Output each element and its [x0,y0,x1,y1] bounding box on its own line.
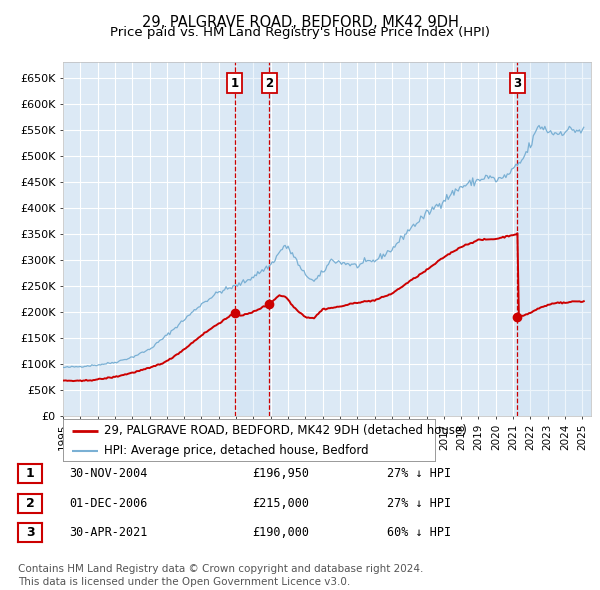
Bar [517,62,591,416]
Text: 1: 1 [26,467,34,480]
Text: 30-NOV-2004: 30-NOV-2004 [69,467,148,480]
Text: Price paid vs. HM Land Registry's House Price Index (HPI): Price paid vs. HM Land Registry's House … [110,26,490,39]
Text: £215,000: £215,000 [252,497,309,510]
Text: 3: 3 [26,526,34,539]
Text: £190,000: £190,000 [252,526,309,539]
Text: 60% ↓ HPI: 60% ↓ HPI [387,526,451,539]
Text: 2: 2 [26,497,34,510]
Text: 27% ↓ HPI: 27% ↓ HPI [387,467,451,480]
Text: Contains HM Land Registry data © Crown copyright and database right 2024.
This d: Contains HM Land Registry data © Crown c… [18,564,424,587]
Text: HPI: Average price, detached house, Bedford: HPI: Average price, detached house, Bedf… [104,444,368,457]
Text: 27% ↓ HPI: 27% ↓ HPI [387,497,451,510]
Text: 2: 2 [265,77,274,90]
Text: £196,950: £196,950 [252,467,309,480]
Bar [235,62,269,416]
Text: 29, PALGRAVE ROAD, BEDFORD, MK42 9DH (detached house): 29, PALGRAVE ROAD, BEDFORD, MK42 9DH (de… [104,424,467,437]
Text: 01-DEC-2006: 01-DEC-2006 [69,497,148,510]
Text: 29, PALGRAVE ROAD, BEDFORD, MK42 9DH: 29, PALGRAVE ROAD, BEDFORD, MK42 9DH [142,15,458,30]
Text: 30-APR-2021: 30-APR-2021 [69,526,148,539]
Text: 3: 3 [514,77,521,90]
Text: 1: 1 [230,77,239,90]
